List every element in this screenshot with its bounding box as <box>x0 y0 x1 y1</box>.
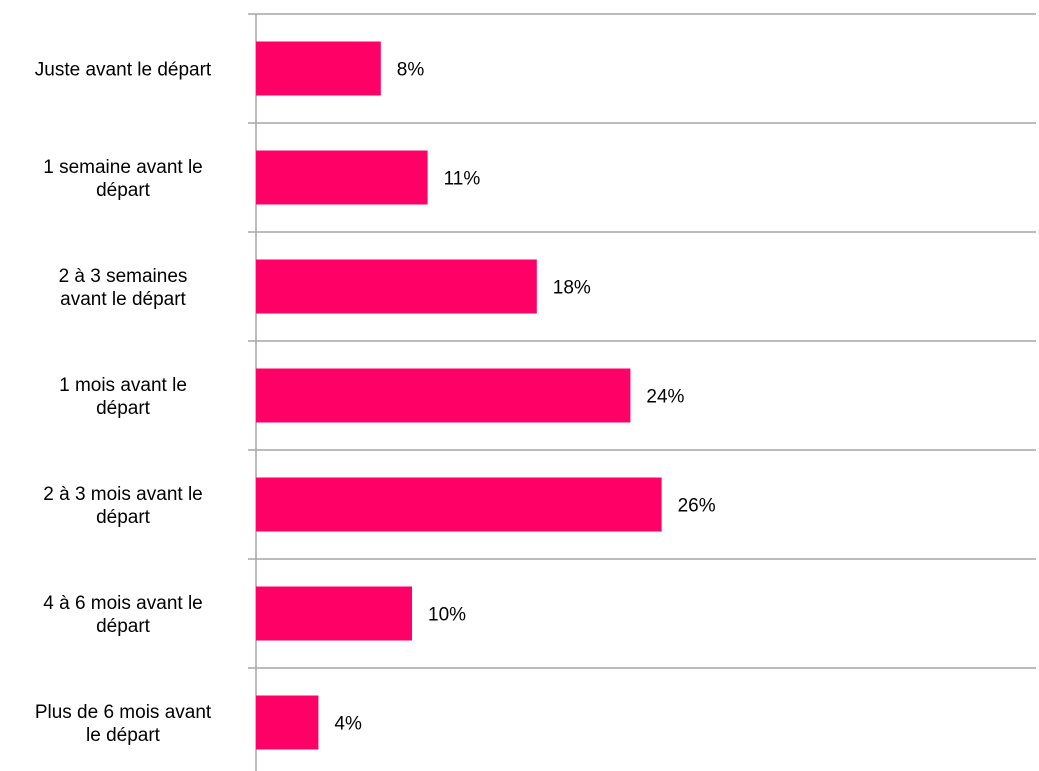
data-label: 4% <box>334 714 362 735</box>
category-label-line: 4 à 6 mois avant le <box>43 593 202 614</box>
category-label-line: 1 mois avant le <box>59 375 187 396</box>
data-label: 11% <box>444 169 481 190</box>
category-label-line: Plus de 6 mois avant <box>35 702 212 723</box>
data-label: 24% <box>646 387 684 408</box>
category-label: 1 mois avant le départ <box>59 375 187 419</box>
category-label-line: départ <box>96 616 151 637</box>
category-label-line: départ <box>96 507 151 528</box>
data-label: 18% <box>553 278 591 299</box>
bar <box>256 151 428 205</box>
data-label: 8% <box>397 60 425 81</box>
bar <box>256 369 630 423</box>
category-label: Juste avant le départ <box>35 60 212 81</box>
bar <box>256 42 381 96</box>
data-label: 10% <box>428 605 466 626</box>
category-label-line: 1 semaine avant le <box>43 157 203 178</box>
category-label: 4 à 6 mois avant le départ <box>43 593 202 637</box>
bars-group <box>256 42 662 750</box>
data-label: 26% <box>678 496 716 517</box>
bar <box>256 696 318 750</box>
category-label-line: départ <box>96 398 151 419</box>
bar <box>256 587 412 641</box>
category-label-line: 2 à 3 mois avant le <box>43 484 202 505</box>
category-label-line: le départ <box>86 725 161 746</box>
category-label-line: Juste avant le départ <box>35 60 212 81</box>
category-label-line: départ <box>96 180 151 201</box>
category-label: Plus de 6 mois avant le départ <box>35 702 212 746</box>
category-label: 1 semaine avant le départ <box>43 157 203 201</box>
bar <box>256 478 662 532</box>
category-label: 2 à 3 mois avant le départ <box>43 484 202 528</box>
category-label: 2 à 3 semaines avant le départ <box>59 266 188 310</box>
category-label-line: avant le départ <box>60 289 186 310</box>
category-label-line: 2 à 3 semaines <box>59 266 188 287</box>
bar <box>256 260 537 314</box>
